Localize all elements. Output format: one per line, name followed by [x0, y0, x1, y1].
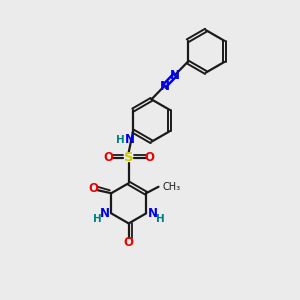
Text: O: O	[88, 182, 99, 195]
Text: N: N	[124, 134, 134, 146]
Text: N: N	[159, 80, 170, 93]
Text: N: N	[100, 207, 110, 220]
Text: N: N	[170, 68, 180, 82]
Text: O: O	[103, 151, 113, 164]
Text: CH₃: CH₃	[163, 182, 181, 192]
Text: O: O	[144, 151, 154, 164]
Text: H: H	[156, 214, 165, 224]
Text: S: S	[124, 151, 134, 164]
Text: N: N	[148, 207, 158, 220]
Text: H: H	[116, 135, 125, 145]
Text: O: O	[124, 236, 134, 249]
Text: H: H	[93, 214, 101, 224]
